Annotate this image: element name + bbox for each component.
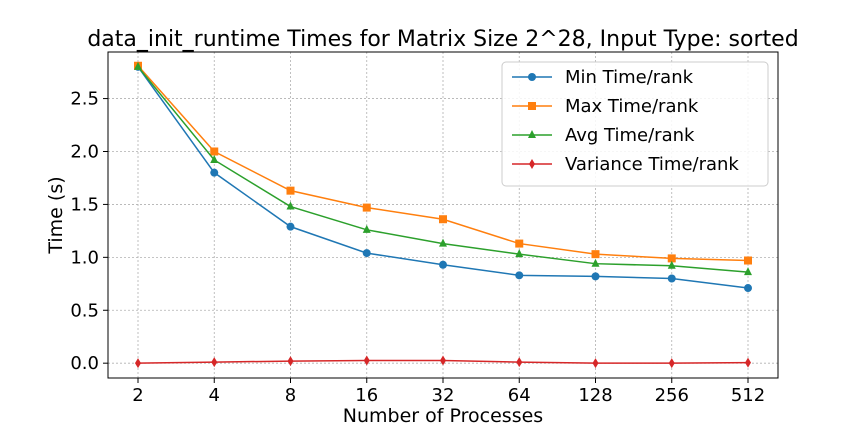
data-point: [515, 239, 524, 248]
data-point: [667, 260, 676, 269]
x-tick-label: 16: [355, 385, 378, 406]
data-point: [744, 256, 752, 265]
data-point: [745, 357, 751, 368]
y-tick-label: 0.0: [70, 353, 99, 374]
legend-frame: [501, 61, 769, 187]
data-point: [515, 249, 524, 258]
data-point: [439, 238, 447, 247]
y-axis-label: Time (s): [45, 176, 67, 254]
data-point: [667, 274, 676, 283]
y-tick-label: 2.5: [70, 89, 99, 110]
data-point: [363, 355, 370, 366]
y-tick-label: 1.5: [70, 194, 99, 215]
data-point: [668, 358, 675, 369]
data-point: [591, 272, 600, 281]
data-point: [210, 168, 219, 177]
x-axis-label: Number of Processes: [343, 405, 543, 427]
series-min-time-rank: [134, 62, 752, 293]
data-point: [744, 267, 752, 276]
legend-marker: [528, 130, 536, 138]
data-point: [591, 258, 600, 267]
data-point: [515, 271, 524, 280]
data-point: [667, 254, 676, 263]
x-tick-label: 256: [655, 385, 689, 406]
x-tick-label: 64: [508, 385, 531, 406]
y-tick-label: 2.0: [70, 141, 99, 162]
data-point: [362, 203, 371, 212]
legend-marker: [528, 102, 536, 110]
x-tick-label: 512: [731, 385, 765, 406]
x-axis: 2 4 8 16 32 64 128 256 512: [132, 378, 765, 406]
data-point: [440, 355, 446, 366]
data-point: [592, 358, 599, 369]
series-avg-time-rank: [134, 61, 752, 276]
data-point: [286, 222, 295, 231]
data-point: [744, 284, 752, 293]
legend-label: Max Time/rank: [565, 96, 699, 117]
series-layer: [134, 61, 752, 369]
x-tick-label: 32: [432, 385, 455, 406]
data-point: [439, 215, 447, 224]
x-tick-label: 128: [578, 385, 612, 406]
legend-marker: [529, 159, 535, 169]
data-point: [210, 147, 219, 156]
data-point: [211, 357, 218, 368]
data-point: [516, 357, 523, 368]
x-tick-label: 4: [209, 385, 220, 406]
series-max-time-rank: [134, 61, 752, 265]
legend-marker: [528, 73, 536, 81]
data-point: [362, 224, 371, 233]
legend-label: Min Time/rank: [565, 67, 694, 88]
y-tick-label: 1.0: [70, 247, 99, 268]
legend-label: Avg Time/rank: [565, 125, 695, 146]
y-tick-label: 0.5: [70, 300, 99, 321]
data-point: [287, 356, 294, 367]
series-variance-time-rank: [135, 355, 751, 369]
data-point: [591, 250, 600, 259]
x-tick-label: 8: [285, 385, 296, 406]
y-axis: 0.0 0.5 1.0 1.5 2.0 2.5: [70, 89, 108, 374]
legend: Min Time/rank Max Time/rank Avg Time/rank V…: [501, 61, 769, 187]
x-tick-label: 2: [132, 385, 143, 406]
data-point: [210, 154, 219, 163]
chart-title: data_init_runtime Times for Matrix Size …: [87, 27, 798, 52]
data-point: [362, 249, 371, 258]
data-point: [135, 358, 141, 369]
legend-label: Variance Time/rank: [565, 154, 739, 175]
data-point: [439, 260, 447, 269]
data-point: [134, 61, 142, 70]
data-point: [286, 186, 295, 195]
data-point: [286, 201, 295, 210]
